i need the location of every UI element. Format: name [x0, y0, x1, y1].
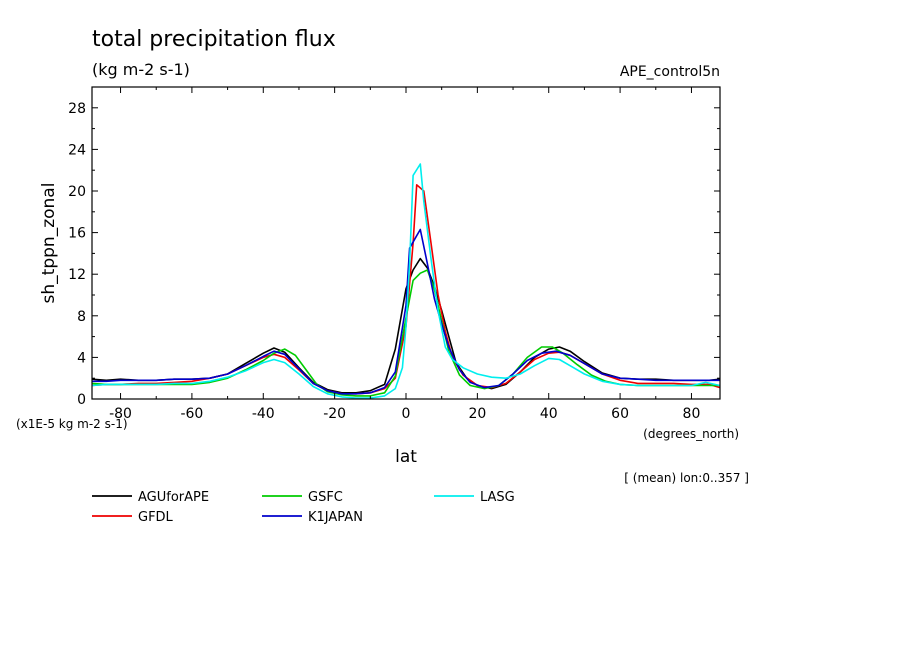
x-tick-label: -80 [109, 406, 132, 422]
legend-label-lasg: LASG [480, 490, 515, 505]
x-tick-label: -60 [180, 406, 203, 422]
legend-label-k1japan: K1JAPAN [308, 510, 363, 525]
y-tick-label: 20 [68, 184, 86, 200]
series-line-gsfc [91, 269, 720, 397]
y-tick-label: 0 [77, 392, 86, 408]
tick-layer: -80 -60 -40 -20 0 20 40 60 80 0 4 8 12 16 20 24 28 [68, 87, 720, 422]
legend-label-aguforape: AGUforAPE [138, 490, 209, 505]
x-tick-label: 20 [468, 406, 486, 422]
x-tick-label: 80 [683, 406, 701, 422]
y-tick-label: 24 [68, 142, 86, 158]
y-tick-label: 8 [77, 309, 86, 325]
subset-note: [ (mean) lon:0..357 ] [624, 471, 749, 485]
y-tick-label: 12 [68, 267, 86, 283]
chart-title: total precipitation flux [92, 27, 336, 52]
x-tick-label: 60 [611, 406, 629, 422]
y-tick-label: 4 [77, 350, 86, 366]
experiment-label: APE_control5n [620, 64, 720, 80]
x-tick-label: 40 [540, 406, 558, 422]
plot-frame [91, 86, 721, 400]
y-tick-label: 16 [68, 226, 86, 242]
series-line-lasg [91, 163, 721, 399]
chart-units-label: (kg m-2 s-1) [92, 60, 190, 79]
x-axis-title: lat [395, 447, 417, 467]
legend-label-gsfc: GSFC [308, 490, 343, 505]
y-scale-note: (x1E-5 kg m-2 s-1) [16, 417, 128, 431]
x-tick-label: -40 [252, 406, 275, 422]
y-tick-label: 28 [68, 101, 86, 117]
x-tick-label: -20 [323, 406, 346, 422]
x-tick-label: 0 [402, 406, 411, 422]
x-axis-units: (degrees_north) [643, 427, 739, 441]
series-layer [91, 163, 721, 399]
series-line-k1japan [92, 228, 720, 395]
y-axis-title: sh_tppn_zonal [39, 183, 59, 304]
legend-label-gfdl: GFDL [138, 510, 174, 525]
legend: AGUforAPE GFDL GSFC K1JAPAN LASG [92, 490, 515, 525]
